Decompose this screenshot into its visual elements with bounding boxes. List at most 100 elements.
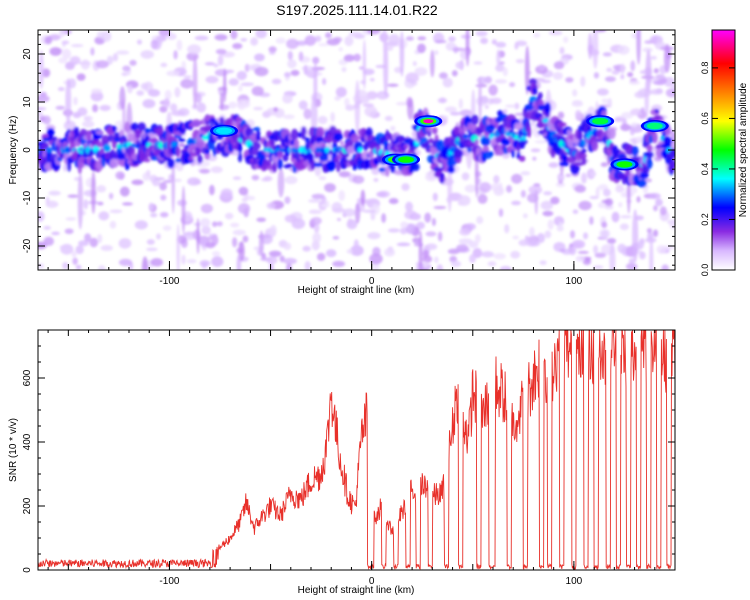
heatmap-cell: [581, 157, 587, 166]
heatmap-cell: [106, 55, 114, 65]
heatmap-cell: [453, 126, 460, 137]
heatmap-cell: [346, 249, 353, 254]
heatmap-cell: [449, 111, 461, 116]
heatmap-cell: [652, 35, 658, 46]
heatmap-cell: [649, 236, 654, 270]
heatmap-cell: [146, 169, 151, 178]
heatmap-cell: [587, 32, 593, 60]
y-tick-label: 600: [22, 369, 33, 386]
heatmap-cell: [442, 115, 449, 120]
heatmap-cell: [578, 130, 583, 142]
heatmap-cell: [533, 32, 541, 38]
heatmap-cell: [636, 196, 641, 203]
heatmap-cell: [434, 40, 447, 44]
heatmap-cell: [360, 189, 366, 206]
heatmap-cell: [606, 127, 616, 140]
heatmap-cell: [180, 78, 194, 89]
heatmap-cell: [534, 140, 548, 144]
heatmap-cell: [401, 183, 410, 191]
heatmap-cell: [668, 160, 675, 169]
heatmap-cell: [604, 76, 617, 83]
heatmap-cell: [573, 165, 580, 171]
heatmap-cell: [90, 47, 95, 56]
heatmap-cell: [78, 240, 89, 247]
heatmap-cell: [434, 50, 439, 56]
heatmap-cell: [191, 119, 202, 128]
heatmap-cell: [495, 64, 505, 72]
heatmap-cell: [362, 209, 377, 213]
heatmap-cell: [220, 188, 233, 199]
heatmap-cell: [333, 36, 343, 43]
heatmap-cell: [583, 232, 589, 240]
heatmap-cell: [502, 267, 508, 270]
heatmap-cell: [607, 97, 612, 109]
heatmap-cell: [142, 99, 156, 109]
heatmap-cell: [176, 223, 180, 270]
heatmap-cell: [174, 87, 181, 98]
heatmap-cell: [423, 261, 428, 270]
heatmap-cell: [502, 67, 508, 77]
heatmap-cell: [620, 74, 625, 80]
heatmap-cell: [251, 174, 260, 181]
heatmap-cell: [309, 159, 316, 170]
heatmap-cell: [163, 179, 173, 184]
heatmap-cell: [150, 39, 159, 50]
heatmap-cell: [232, 133, 241, 144]
heatmap-cell: [91, 171, 96, 214]
heatmap-cell: [592, 30, 599, 69]
heatmap-cell: [178, 137, 186, 143]
heatmap-cell: [65, 217, 77, 221]
heatmap-cell: [256, 217, 267, 223]
heatmap-cell: [367, 30, 381, 35]
heatmap-cell: [601, 221, 608, 229]
heatmap-cell: [122, 65, 131, 72]
x-tick-label: 0: [369, 276, 375, 287]
heatmap-cell: [367, 232, 381, 240]
heatmap-cell: [606, 67, 613, 72]
heatmap-cell: [461, 172, 470, 181]
heatmap-cell: [162, 225, 172, 231]
heatmap-cell: [55, 105, 66, 110]
heatmap-cell: [571, 239, 586, 249]
heatmap-cell: [639, 251, 646, 260]
heatmap-cell: [175, 146, 181, 158]
heatmap-hotspot: [219, 128, 230, 133]
heatmap-cell: [301, 134, 306, 140]
heatmap-cell: [575, 109, 582, 119]
heatmap-cell: [365, 158, 370, 169]
heatmap-cell: [593, 72, 600, 79]
colorbar-label: Normalized spectral amplitude: [738, 82, 749, 217]
heatmap-cell: [458, 238, 473, 245]
heatmap-cell: [663, 43, 671, 73]
snr-series-line: [38, 330, 675, 570]
heatmap-cell: [530, 120, 536, 127]
snr-ticks: -100 0 100 0 200 400 600: [22, 329, 676, 587]
heatmap-cell: [219, 91, 224, 111]
heatmap-cell: [493, 253, 506, 260]
heatmap-cell: [116, 50, 130, 55]
heatmap-cell: [451, 260, 462, 268]
heatmap-cell: [632, 209, 639, 263]
heatmap-cell: [522, 213, 528, 219]
heatmap-cell: [284, 214, 297, 223]
heatmap-cell: [230, 222, 240, 228]
heatmap-cell: [625, 186, 638, 195]
heatmap-cell: [352, 175, 365, 184]
heatmap-cell: [663, 136, 673, 146]
heatmap-cell: [303, 64, 308, 75]
heatmap-cell: [252, 141, 261, 151]
heatmap-cell: [638, 239, 645, 250]
heatmap-cell: [617, 243, 627, 254]
heatmap-cell: [644, 178, 652, 183]
heatmap-cell: [140, 50, 155, 59]
heatmap-cell: [637, 179, 647, 188]
heatmap-cell: [439, 172, 445, 184]
heatmap-cell: [396, 242, 411, 247]
heatmap-cell: [602, 52, 612, 57]
heatmap-cell: [521, 134, 526, 141]
heatmap-cell: [528, 185, 543, 195]
heatmap-cell: [188, 155, 194, 162]
heatmap-cell: [386, 45, 394, 51]
heatmap-cell: [520, 189, 526, 198]
heatmap-cell: [444, 106, 457, 113]
